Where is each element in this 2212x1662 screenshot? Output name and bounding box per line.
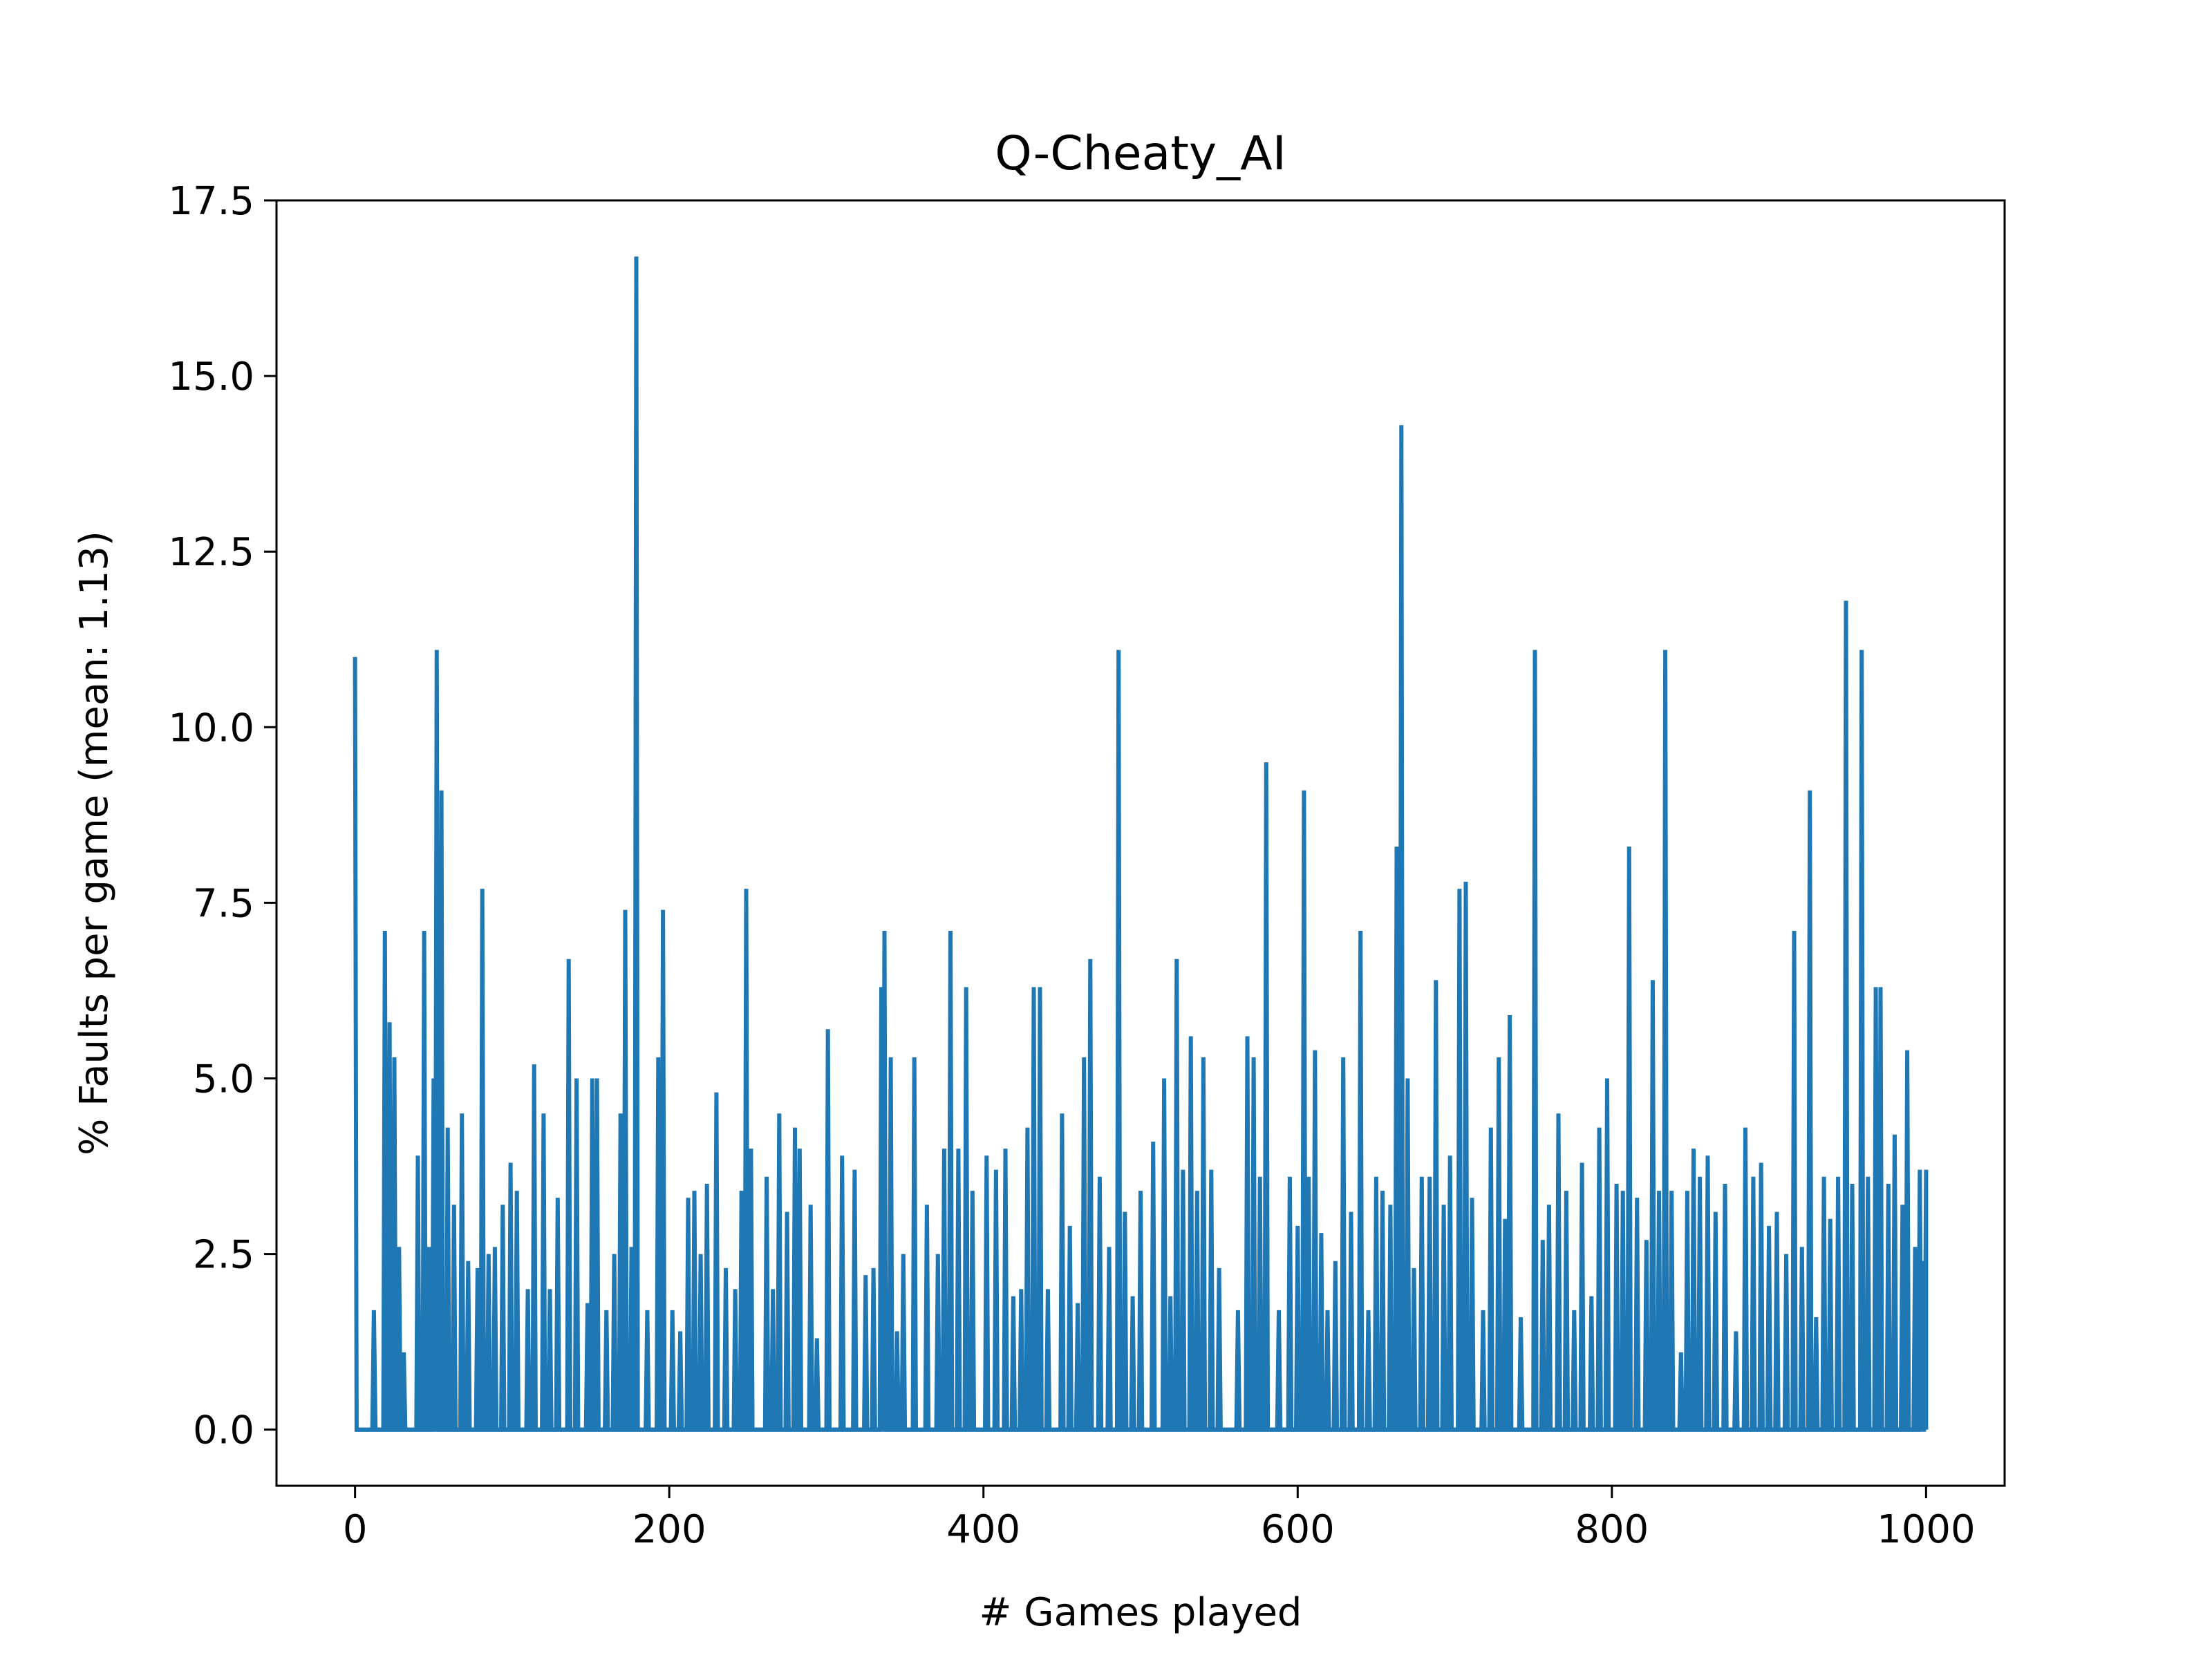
y-tick-label: 0.0 (193, 1408, 254, 1453)
y-axis-label: % Faults per game (mean: 1.13) (72, 531, 117, 1155)
series-layer (353, 256, 1929, 1432)
chart-title: Q-Cheaty_AI (995, 126, 1286, 181)
y-tick-label: 5.0 (193, 1057, 254, 1102)
x-tick-label: 0 (343, 1507, 368, 1552)
x-axis-label: # Games played (980, 1590, 1302, 1635)
x-tick-label: 800 (1575, 1507, 1649, 1552)
x-tick-label: 400 (946, 1507, 1020, 1552)
x-axis-ticks: 0 200 400 600 800 1000 (343, 1486, 1976, 1552)
y-tick-label: 15.0 (168, 355, 254, 399)
y-tick-label: 7.5 (193, 881, 254, 926)
x-tick-label: 1000 (1877, 1507, 1976, 1552)
y-tick-label: 10.0 (168, 706, 254, 750)
y-axis-ticks: 0.0 2.5 5.0 7.5 10.0 12.5 15.0 17.5 (168, 179, 276, 1453)
x-tick-label: 200 (632, 1507, 706, 1552)
y-tick-label: 12.5 (168, 530, 254, 575)
y-tick-label: 17.5 (168, 179, 254, 224)
y-tick-label: 2.5 (193, 1233, 254, 1278)
x-tick-label: 600 (1261, 1507, 1335, 1552)
plot-frame (275, 199, 2006, 1487)
